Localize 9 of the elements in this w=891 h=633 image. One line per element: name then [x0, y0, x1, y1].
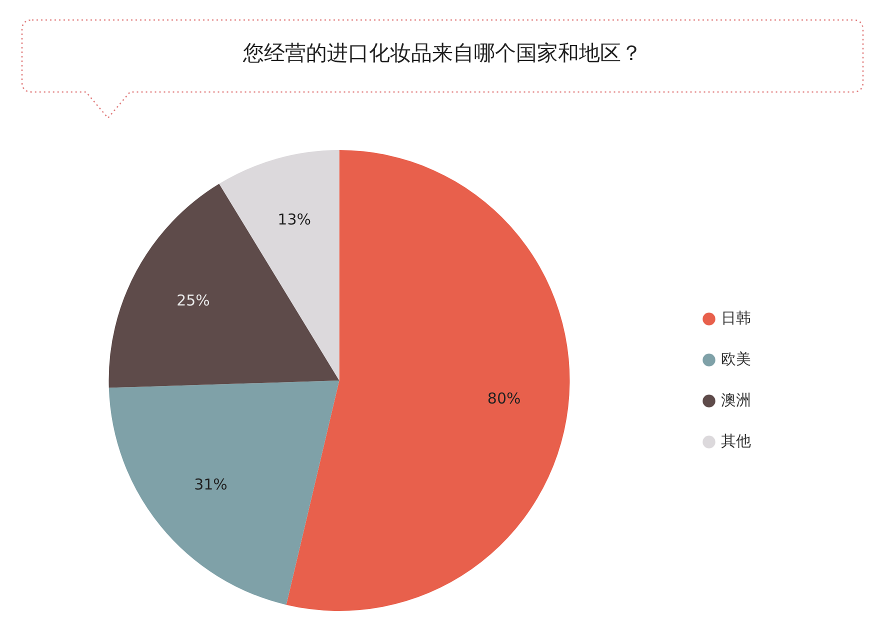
data-label: 31% [194, 475, 228, 494]
data-label: 13% [278, 210, 311, 229]
data-label: 25% [176, 291, 210, 310]
legend-label: 澳洲 [721, 390, 751, 409]
chart-title: 您经营的进口化妆品来自哪个国家和地区？ [242, 40, 643, 67]
legend-label: 日韩 [721, 308, 751, 327]
data-label: 80% [487, 390, 521, 408]
legend-label: 其他 [721, 432, 751, 450]
legend-label: 欧美 [721, 350, 751, 368]
